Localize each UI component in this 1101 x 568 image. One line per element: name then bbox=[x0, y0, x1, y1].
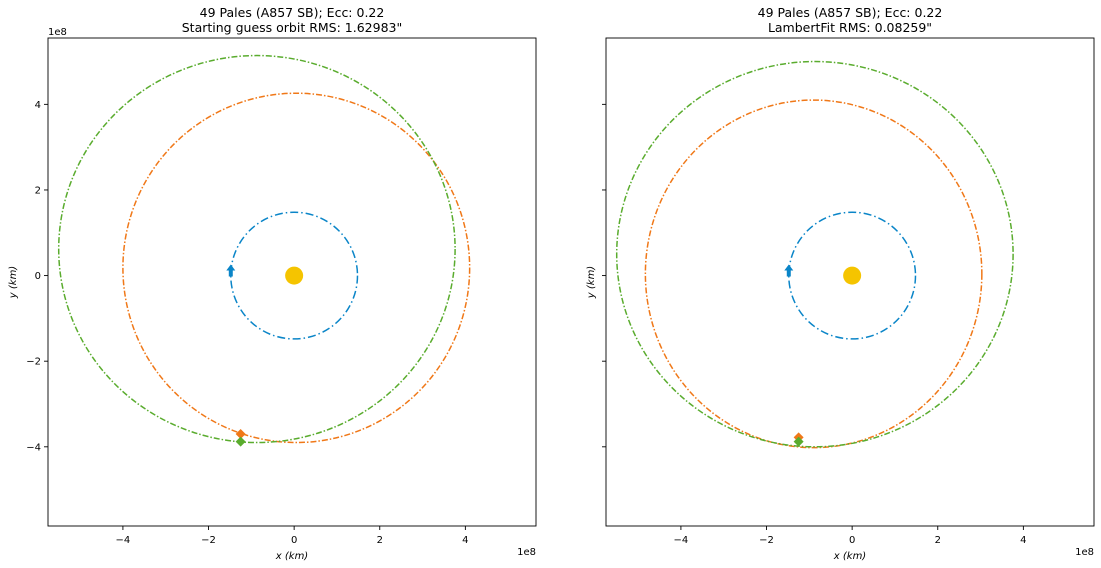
left-reference-orbit-marker bbox=[235, 436, 246, 447]
left-x-tick-label: −4 bbox=[116, 535, 131, 546]
right-x-ticks: −4 −2 0 2 4 bbox=[674, 526, 1027, 546]
right-x-tick-label: 0 bbox=[849, 535, 855, 546]
left-y-ticks: −4 −2 0 2 4 bbox=[26, 100, 48, 453]
left-y-tick-label: 2 bbox=[35, 185, 41, 196]
right-plot-area bbox=[615, 60, 1014, 449]
right-reference-orbit-line bbox=[615, 60, 1014, 448]
right-x-axis-label: x (km) bbox=[833, 551, 866, 562]
left-reference-orbit-line bbox=[57, 54, 456, 444]
left-x-tick-label: 2 bbox=[377, 535, 383, 546]
left-fitted-orbit-line bbox=[122, 92, 471, 444]
right-y-ticks bbox=[602, 103, 606, 448]
right-x-tick-label: −4 bbox=[674, 535, 689, 546]
left-x-tick-label: −2 bbox=[201, 535, 216, 546]
right-subtitle: LambertFit RMS: 0.08259" bbox=[768, 20, 932, 35]
left-y-tick-label: 4 bbox=[35, 100, 41, 111]
left-earth-orbit-marker bbox=[226, 264, 236, 277]
right-x-tick-label: 4 bbox=[1020, 535, 1026, 546]
left-plot: 49 Pales (A857 SB); Ecc: 0.22 Starting g… bbox=[8, 5, 537, 562]
left-x-ticks: −4 −2 0 2 4 bbox=[116, 526, 469, 546]
left-fitted-orbit-marker bbox=[235, 428, 246, 439]
left-title: 49 Pales (A857 SB); Ecc: 0.22 bbox=[200, 5, 385, 20]
right-reference-orbit-marker bbox=[793, 436, 804, 447]
left-x-tick-label: 0 bbox=[291, 535, 297, 546]
left-y-tick-label: 0 bbox=[35, 271, 41, 282]
left-sun-marker bbox=[285, 266, 304, 285]
right-title: 49 Pales (A857 SB); Ecc: 0.22 bbox=[758, 5, 943, 20]
left-earth-orbit-line bbox=[230, 211, 359, 340]
right-y-axis-label: y (km) bbox=[586, 266, 597, 299]
left-y-tick-label: −4 bbox=[26, 442, 41, 453]
right-plot: 49 Pales (A857 SB); Ecc: 0.22 LambertFit… bbox=[586, 5, 1095, 562]
right-axes-frame bbox=[605, 37, 1095, 527]
right-x-tick-label: −2 bbox=[759, 535, 774, 546]
right-x-tick-label: 2 bbox=[935, 535, 941, 546]
right-fitted-orbit-line bbox=[644, 99, 983, 449]
left-x-tick-label: 4 bbox=[462, 535, 468, 546]
left-axes-frame bbox=[47, 37, 537, 527]
left-x-offset-label: 1e8 bbox=[517, 547, 536, 558]
right-earth-orbit-line bbox=[788, 211, 917, 340]
left-x-axis-label: x (km) bbox=[275, 551, 308, 562]
left-y-axis-label: y (km) bbox=[8, 266, 19, 299]
right-earth-orbit-marker bbox=[784, 264, 794, 277]
right-sun-marker bbox=[843, 266, 862, 285]
left-y-tick-label: −2 bbox=[26, 357, 41, 368]
left-subtitle: Starting guess orbit RMS: 1.62983" bbox=[182, 20, 402, 35]
left-plot-area bbox=[57, 54, 471, 447]
left-y-offset-label: 1e8 bbox=[48, 27, 67, 38]
right-x-offset-label: 1e8 bbox=[1075, 547, 1094, 558]
